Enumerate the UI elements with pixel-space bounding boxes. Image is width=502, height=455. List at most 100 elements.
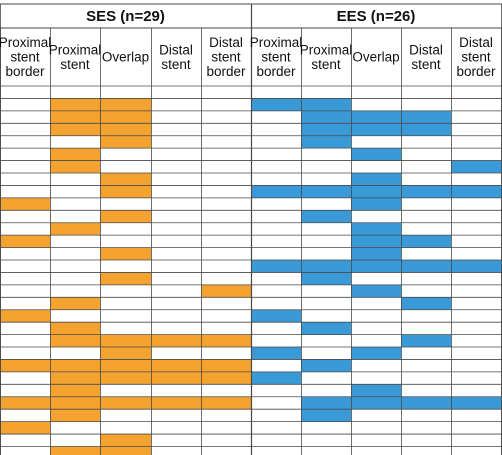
group-title: SES (n=29) [86, 8, 165, 25]
filled-cell [100, 334, 151, 348]
filled-cell [401, 235, 451, 248]
filled-cell [301, 185, 351, 198]
filled-cell [451, 396, 501, 410]
filled-cell [100, 359, 151, 372]
filled-cell [301, 409, 351, 422]
filled-cell [351, 284, 401, 298]
filled-cell [100, 135, 151, 149]
filled-cell [301, 98, 351, 111]
filled-cell [50, 222, 100, 236]
filled-cell [201, 359, 251, 372]
column-header: Proximal stent [300, 42, 353, 72]
column-header: Distal stent border [456, 35, 496, 79]
filled-cell [50, 371, 100, 385]
filled-cell [301, 322, 351, 335]
filled-cell [301, 272, 351, 285]
filled-cell [351, 235, 401, 248]
filled-cell [50, 384, 100, 397]
filled-cell [100, 347, 151, 360]
filled-cell [351, 347, 401, 360]
filled-cell [301, 260, 351, 273]
column-header: Distal stent border [206, 35, 246, 79]
column-header: Overlap [352, 50, 399, 65]
filled-cell [0, 359, 50, 372]
filled-cell [100, 185, 151, 198]
column-header: Proximal stent border [0, 35, 51, 79]
filled-cell [50, 396, 100, 410]
filled-cell [451, 185, 501, 198]
filled-cell [351, 396, 401, 410]
filled-cell [50, 297, 100, 310]
column-header: Overlap [102, 50, 149, 65]
filled-cell [151, 396, 201, 410]
filled-cell [401, 185, 451, 198]
filled-cell [50, 98, 100, 111]
filled-cell [0, 235, 50, 248]
filled-cell [401, 260, 451, 273]
column-header: Proximal stent [49, 42, 102, 72]
filled-cell [100, 272, 151, 285]
filled-cell [401, 297, 451, 310]
filled-cell [301, 210, 351, 223]
column-header: Proximal stent border [250, 35, 303, 79]
filled-cell [50, 409, 100, 422]
filled-cell [100, 396, 151, 410]
filled-cell [351, 222, 401, 236]
filled-cell [0, 309, 50, 323]
filled-cell [401, 396, 451, 410]
filled-cell [50, 110, 100, 124]
filled-cell [201, 284, 251, 298]
filled-cell [401, 334, 451, 348]
filled-cell [50, 123, 100, 136]
filled-cell [301, 110, 351, 124]
filled-cell [151, 359, 201, 372]
filled-cell [100, 110, 151, 124]
filled-cell [351, 148, 401, 161]
filled-cell [50, 148, 100, 161]
filled-cell [100, 247, 151, 261]
column-header: Distal stent [409, 42, 443, 72]
filled-cell [100, 123, 151, 136]
filled-cell [100, 98, 151, 111]
filled-cell [50, 334, 100, 348]
filled-cell [100, 173, 151, 186]
filled-cell [451, 160, 501, 174]
filled-cell [0, 197, 50, 211]
filled-cell [201, 371, 251, 385]
filled-cell [50, 160, 100, 174]
filled-cell [301, 396, 351, 410]
filled-cell [301, 123, 351, 136]
filled-cell [50, 446, 100, 455]
filled-cell [451, 260, 501, 273]
filled-cell [301, 135, 351, 149]
filled-cell [251, 309, 301, 323]
filled-cell [50, 322, 100, 335]
filled-cell [351, 247, 401, 261]
filled-cell [251, 260, 301, 273]
filled-cell [100, 446, 151, 455]
filled-cell [401, 110, 451, 124]
filled-cell [100, 434, 151, 447]
filled-cell [351, 185, 401, 198]
filled-cell [351, 110, 401, 124]
filled-cell [351, 260, 401, 273]
filled-cell [50, 359, 100, 372]
filled-cell [251, 371, 301, 385]
column-header: Distal stent [159, 42, 193, 72]
filled-cell [151, 371, 201, 385]
filled-cell [401, 123, 451, 136]
filled-cell [201, 396, 251, 410]
filled-cell [100, 210, 151, 223]
filled-cell [351, 173, 401, 186]
filled-cell [251, 347, 301, 360]
filled-cell [301, 359, 351, 372]
filled-cell [351, 197, 401, 211]
filled-cell [351, 384, 401, 397]
filled-cell [251, 98, 301, 111]
filled-cell [251, 185, 301, 198]
filled-cell [201, 334, 251, 348]
filled-cell [151, 334, 201, 348]
group-title: EES (n=26) [337, 8, 416, 25]
filled-cell [100, 371, 151, 385]
